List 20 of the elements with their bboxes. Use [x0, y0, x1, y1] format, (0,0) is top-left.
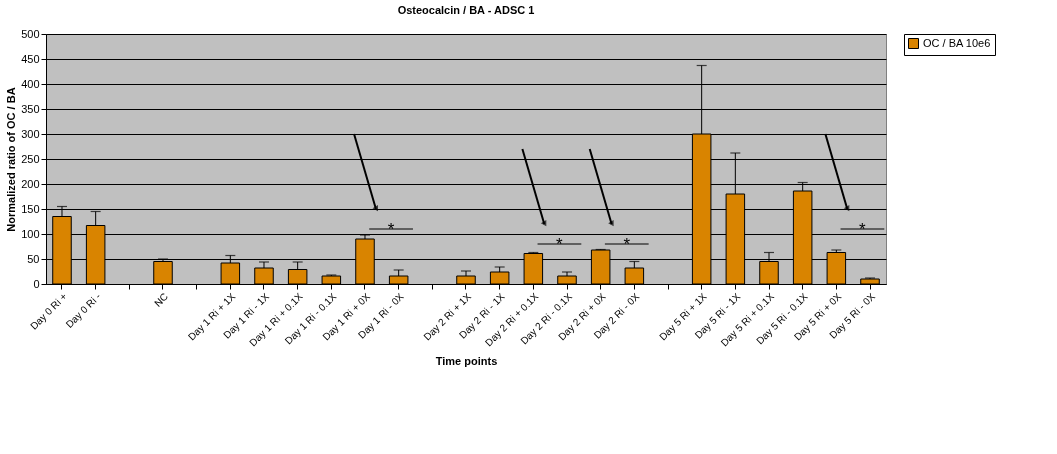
legend-label: OC / BA 10e6	[923, 36, 991, 49]
chart-title: Osteocalcin / BA - ADSC 1	[397, 4, 535, 16]
annotation: *	[556, 235, 564, 254]
y-tick-label: 0	[33, 277, 40, 290]
y-tick-label: 300	[21, 127, 40, 140]
annotation: *	[623, 235, 631, 254]
y-tick-label: 200	[21, 177, 40, 190]
y-tick-label: 250	[21, 152, 40, 165]
x-axis-title: Time points	[435, 355, 498, 368]
y-tick-label: 150	[21, 202, 40, 215]
y-tick-label: 450	[21, 52, 40, 65]
y-tick-label: 500	[21, 27, 40, 40]
y-tick-label: 400	[21, 77, 40, 90]
x-tick-label: NC	[152, 290, 171, 309]
annotation: *	[387, 220, 395, 239]
y-tick-label: 50	[27, 252, 40, 265]
y-axis-title: Normalized ratio of OC / BA	[5, 87, 18, 232]
annotation: *	[859, 220, 867, 239]
y-tick-label: 100	[21, 227, 40, 240]
y-tick-label: 350	[21, 102, 40, 115]
